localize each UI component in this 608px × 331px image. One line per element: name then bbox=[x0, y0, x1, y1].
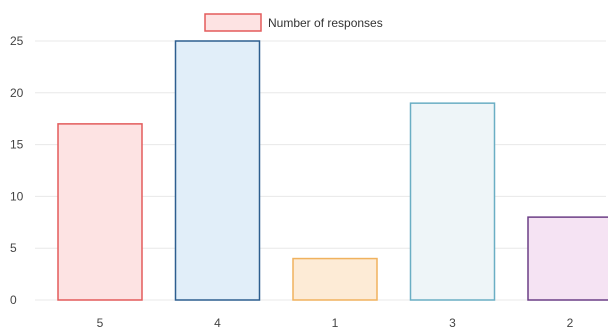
legend-swatch bbox=[204, 13, 262, 32]
bar-1[interactable] bbox=[292, 257, 378, 301]
x-tick-label: 3 bbox=[449, 316, 456, 330]
y-tick-label: 0 bbox=[10, 293, 17, 307]
legend-label: Number of responses bbox=[268, 16, 383, 30]
x-tick-label: 2 bbox=[567, 316, 574, 330]
y-tick-label: 5 bbox=[10, 241, 17, 255]
bar-2[interactable] bbox=[527, 216, 608, 301]
y-tick-label: 15 bbox=[10, 138, 24, 152]
x-tick-label: 1 bbox=[332, 316, 339, 330]
y-tick-label: 10 bbox=[10, 189, 24, 203]
legend[interactable]: Number of responses bbox=[204, 13, 383, 32]
bars-layer bbox=[57, 40, 608, 301]
x-tick-label: 4 bbox=[214, 316, 221, 330]
x-tick-label: 5 bbox=[97, 316, 104, 330]
y-axis: 0 5 10 15 20 25 bbox=[10, 34, 24, 307]
y-tick-label: 20 bbox=[10, 86, 24, 100]
bar-4[interactable] bbox=[174, 40, 261, 301]
x-axis: 5 4 1 3 2 bbox=[97, 316, 574, 330]
bar-3[interactable] bbox=[409, 102, 496, 301]
bar-5[interactable] bbox=[57, 123, 143, 301]
y-tick-label: 25 bbox=[10, 34, 24, 48]
